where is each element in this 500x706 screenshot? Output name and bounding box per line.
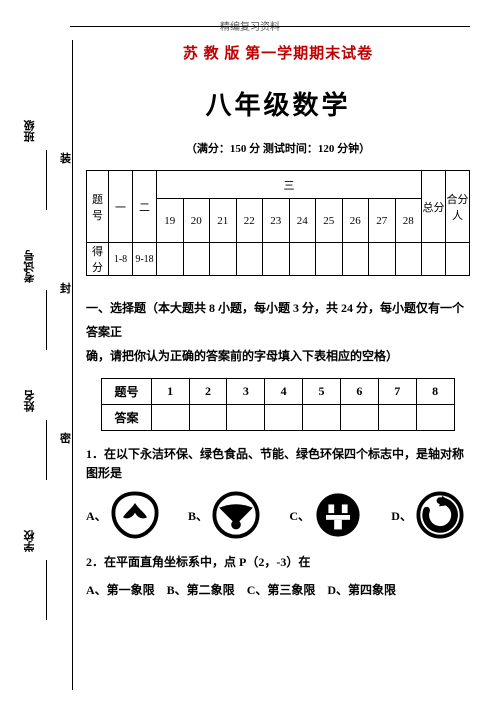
score-rowlabel: 题号 (87, 171, 109, 243)
leaf-shield-icon (111, 491, 159, 539)
score-top: 一 (109, 171, 133, 243)
side-line (46, 420, 47, 480)
seal-char: 装 (60, 150, 71, 166)
score-top: 合分人 (446, 171, 470, 243)
q2-opt-d: D、第四象限 (327, 583, 396, 597)
side-label-school: 学校 (22, 530, 38, 552)
seal-char: 封 (60, 280, 71, 296)
q2-opt-b: B、第二象限 (167, 583, 235, 597)
ans-head: 8 (416, 379, 454, 405)
ans-head: 3 (227, 379, 265, 405)
score-top: 总分 (422, 171, 446, 243)
score-num: 25 (316, 199, 343, 243)
q2-opt-a: A、第一象限 (86, 583, 155, 597)
ans-head: 1 (151, 379, 189, 405)
question-2: 2．在平面直角坐标系中，点 P（2，-3）在 (86, 553, 470, 572)
score-num: 26 (342, 199, 369, 243)
question-1: 1．在以下永洁环保、绿色食品、节能、绿色环保四个标志中，是轴对称图形是 (86, 445, 470, 483)
ans-head: 6 (340, 379, 378, 405)
ans-head: 2 (189, 379, 227, 405)
side-label-name: 姓名 (22, 390, 38, 412)
q2-opt-c: C、第三象限 (247, 583, 316, 597)
ans-head: 7 (378, 379, 416, 405)
opt-a-label: A、 (86, 507, 107, 524)
score-cell: 1-8 (109, 243, 133, 276)
q2-options: A、第一象限 B、第二象限 C、第三象限 D、第四象限 (86, 581, 470, 598)
subtitle: （满分：150 分 测试时间：120 分钟） (86, 140, 470, 156)
score-top: 三 (157, 171, 422, 199)
answer-table: 题号 1 2 3 4 5 6 7 8 答案 (101, 378, 454, 431)
ans-row2-label: 答案 (102, 405, 151, 431)
main-content: 苏 教 版 第一学期期末试卷 八年级数学 （满分：150 分 测试时间：120 … (86, 42, 470, 598)
recycle-arrow-icon (416, 491, 464, 539)
side-line (46, 560, 47, 620)
seal-char: 密 (60, 430, 71, 446)
side-column: 班级 考试号 姓名 学校 装 封 密 (6, 110, 64, 686)
score-num: 23 (263, 199, 290, 243)
ans-head: 题号 (102, 379, 151, 405)
score-num: 22 (236, 199, 263, 243)
section1-line-b: 确，请把你认为正确的答案前的字母填入下表相应的空格） (86, 344, 470, 368)
section1-line-a: 一、选择题（本大题共 8 小题，每小题 3 分，共 24 分，每小题仅有一个答案… (86, 296, 470, 344)
title-red: 苏 教 版 第一学期期末试卷 (86, 42, 470, 63)
ans-head: 4 (265, 379, 303, 405)
frame-left-line (72, 40, 73, 690)
green-food-icon (212, 491, 260, 539)
side-label-examno: 考试号 (22, 250, 38, 283)
opt-c-label: C、 (289, 507, 310, 524)
side-line (46, 150, 47, 210)
score-num: 27 (369, 199, 396, 243)
score-num: 21 (210, 199, 237, 243)
score-num: 28 (395, 199, 422, 243)
opt-d-label: D、 (391, 507, 412, 524)
score-num: 20 (183, 199, 210, 243)
opt-b-label: B、 (188, 507, 208, 524)
top-rule (70, 26, 470, 27)
score-top: 二 (133, 171, 157, 243)
q1-options: A、 B、 C、 D、 (86, 491, 470, 539)
score-num: 24 (289, 199, 316, 243)
side-label-class: 班级 (22, 120, 38, 142)
energy-saving-icon (314, 491, 362, 539)
ans-head: 5 (303, 379, 341, 405)
side-line (46, 290, 47, 350)
score-rowlabel: 得分 (87, 243, 109, 276)
score-cell: 9-18 (133, 243, 157, 276)
score-num: 19 (157, 199, 184, 243)
title-main: 八年级数学 (86, 85, 470, 122)
score-table: 题号 一 二 三 总分 合分人 19 20 21 22 23 24 25 26 … (86, 170, 470, 276)
